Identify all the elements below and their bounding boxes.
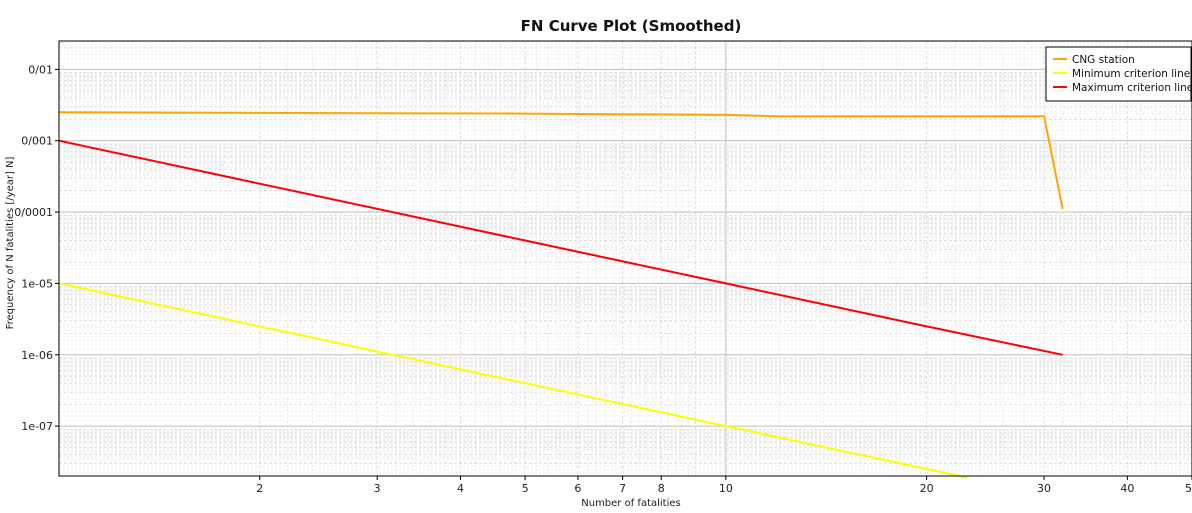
x-tick-label: 5 <box>522 482 529 495</box>
y-tick-label: 0/01 <box>28 63 53 76</box>
legend: CNG station Minimum criterion line Maximum… <box>1045 46 1192 102</box>
legend-label: Minimum criterion line <box>1072 68 1190 80</box>
y-axis-label: Frequency of N fatalities [/year] N] <box>5 156 16 329</box>
x-tick-label: 40 <box>1120 482 1134 495</box>
series-line <box>58 111 1064 210</box>
chart-title: FN Curve Plot (Smoothed) <box>521 17 742 35</box>
plot-area <box>58 111 1064 479</box>
x-tick-label: 4 <box>457 482 464 495</box>
legend-label: Maximum criterion line <box>1072 82 1192 94</box>
x-tick-label: 20 <box>920 482 934 495</box>
y-tick-label: 1e-07 <box>21 420 53 433</box>
x-tick-label: 8 <box>658 482 665 495</box>
series-line <box>58 282 968 479</box>
x-tick-label: 30 <box>1037 482 1051 495</box>
x-tick-label: 6 <box>574 482 581 495</box>
y-tick-label: 0/0001 <box>14 206 53 219</box>
x-tick-label: 7 <box>619 482 626 495</box>
x-tick-label: 10 <box>719 482 733 495</box>
y-tick-label: 1e-06 <box>21 349 53 362</box>
axis-ticks: 2 3 4 5 6 7 8 10 20 30 40 50 0/01 0/001 0/0001 1e-05 1e-… <box>14 63 1192 495</box>
y-tick-label: 0/001 <box>21 135 53 148</box>
legend-box <box>1045 46 1192 102</box>
plot-frame <box>58 40 1192 477</box>
series-line <box>58 139 1063 356</box>
x-tick-label: 3 <box>374 482 381 495</box>
x-axis-label: Number of fatalities <box>581 498 680 509</box>
y-tick-label: 1e-05 <box>21 277 53 290</box>
legend-label: CNG station <box>1072 54 1135 66</box>
x-tick-label: 2 <box>256 482 263 495</box>
grid <box>59 41 1192 477</box>
x-tick-label: 50 <box>1185 482 1192 495</box>
